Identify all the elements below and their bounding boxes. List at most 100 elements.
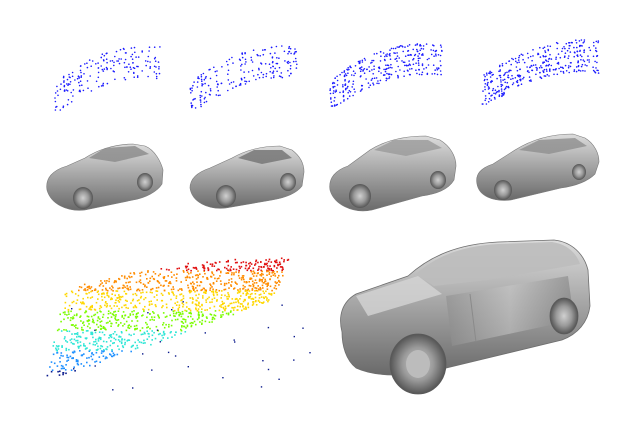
colored-point [103, 349, 105, 351]
colored-point [251, 273, 254, 275]
colored-point [258, 278, 261, 281]
sparse-point [124, 66, 126, 69]
colored-point [92, 336, 94, 339]
sparse-point [414, 53, 417, 56]
colored-point [55, 349, 58, 351]
sparse-point [415, 69, 417, 71]
sparse-point [336, 103, 339, 106]
colored-point [135, 281, 138, 284]
colored-point [237, 301, 240, 304]
sparse-point [269, 52, 272, 55]
colored-point [246, 291, 248, 294]
sparse-point [564, 55, 566, 57]
colored-point [184, 331, 187, 333]
colored-point [220, 314, 222, 316]
sparse-point [419, 57, 421, 59]
sparse-point [209, 89, 212, 92]
sparse-point [486, 74, 488, 76]
sparse-point [579, 50, 581, 52]
colored-point [266, 299, 268, 301]
sparse-point [159, 46, 161, 48]
colored-point [190, 272, 192, 274]
colored-point [123, 277, 126, 279]
sparse-point [389, 58, 392, 60]
sparse-point [197, 76, 199, 78]
sparse-point [562, 72, 565, 74]
colored-point [183, 325, 186, 328]
colored-point [198, 284, 201, 287]
colored-point [93, 314, 95, 317]
sparse-point [506, 71, 508, 74]
sparse-point [543, 68, 546, 71]
colored-point [70, 341, 73, 344]
colored-point [60, 354, 62, 357]
colored-point [198, 301, 200, 304]
colored-point [90, 305, 92, 308]
colored-point [277, 264, 279, 267]
colored-point [252, 283, 254, 286]
colored-point [133, 325, 136, 327]
colored-point [147, 271, 149, 273]
sparse-point [498, 89, 500, 92]
colored-point [121, 350, 123, 352]
sparse-point [503, 73, 506, 76]
sparse-point [396, 52, 398, 54]
colored-point [67, 317, 69, 319]
colored-point [215, 291, 217, 294]
colored-point [192, 298, 194, 300]
colored-point [161, 334, 163, 337]
colored-point [179, 293, 181, 296]
sparse-point [134, 51, 136, 54]
colored-point [79, 316, 81, 318]
colored-point [239, 290, 242, 292]
sparse-point [351, 86, 354, 88]
colored-point [257, 300, 260, 302]
colored-point [225, 307, 227, 310]
colored-point [100, 325, 103, 328]
colored-point [250, 263, 253, 265]
sparse-point [432, 64, 435, 66]
sparse-point [593, 45, 595, 47]
colored-point [57, 348, 60, 350]
sparse-point [63, 81, 65, 83]
sparse-point [258, 76, 261, 79]
colored-point [148, 304, 151, 306]
sparse-point [484, 88, 486, 91]
sparse-point [437, 67, 440, 70]
colored-point [90, 290, 92, 293]
sparse-point [408, 60, 410, 62]
colored-point [96, 323, 98, 326]
sparse-point [417, 55, 419, 57]
colored-point [257, 288, 260, 290]
sparse-point [133, 67, 136, 70]
colored-point [259, 274, 261, 276]
colored-point [92, 320, 95, 322]
colored-point [117, 323, 120, 326]
colored-point [231, 281, 233, 283]
colored-point [78, 289, 80, 292]
colored-point [187, 268, 190, 271]
sparse-point [412, 59, 414, 61]
sparse-point [417, 59, 420, 62]
colored-point [280, 257, 283, 260]
colored-point [133, 310, 135, 312]
colored-point [254, 263, 257, 265]
colored-point [234, 306, 236, 309]
colored-point [138, 289, 141, 292]
sparse-point [54, 100, 57, 103]
colored-point [131, 310, 133, 313]
sparse-point [135, 56, 137, 58]
colored-point [184, 309, 186, 312]
sparse-point [422, 48, 425, 50]
colored-point [145, 291, 148, 294]
colored-point [249, 265, 251, 267]
colored-point [216, 299, 218, 301]
colored-point [165, 303, 168, 306]
colored-point [118, 294, 120, 296]
colored-point [111, 350, 113, 353]
sparse-point [504, 81, 507, 84]
colored-point [143, 310, 145, 313]
sparse-point [514, 57, 517, 60]
colored-point [211, 265, 213, 267]
colored-point [74, 370, 76, 372]
